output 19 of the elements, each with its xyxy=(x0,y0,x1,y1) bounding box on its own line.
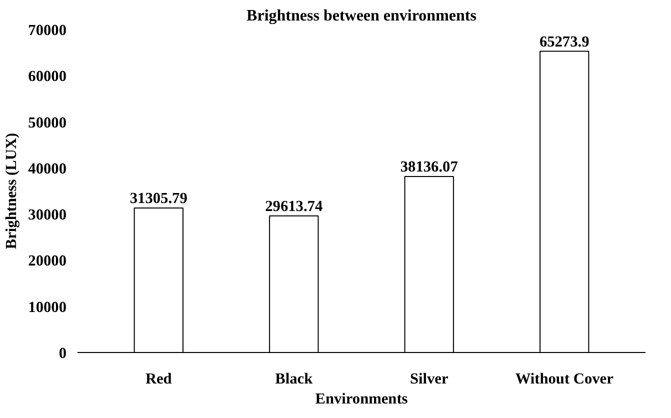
data-label: 38136.07 xyxy=(400,158,458,176)
data-label: 31305.79 xyxy=(130,190,188,208)
x-axis-title: Environments xyxy=(315,390,408,408)
x-tick-label: Black xyxy=(275,370,314,388)
y-tick-label: 60000 xyxy=(28,68,67,86)
x-tick-label: Red xyxy=(145,370,172,388)
y-axis-title: Brightness (LUX) xyxy=(3,132,20,250)
x-tick-label: Silver xyxy=(410,370,448,388)
y-tick-label: 70000 xyxy=(28,22,67,39)
chart-title: Brightness between environments xyxy=(246,8,476,24)
data-label: 29613.74 xyxy=(265,198,323,215)
y-tick-label: 50000 xyxy=(28,114,67,132)
y-tick-label: 40000 xyxy=(28,160,67,178)
y-tick-label: 10000 xyxy=(28,298,67,316)
y-tick-label: 0 xyxy=(58,345,67,362)
y-tick-label: 20000 xyxy=(28,252,67,270)
y-tick-label: 30000 xyxy=(28,206,67,224)
x-tick-label: Without Cover xyxy=(515,370,614,388)
data-label: 65273.9 xyxy=(539,33,590,50)
